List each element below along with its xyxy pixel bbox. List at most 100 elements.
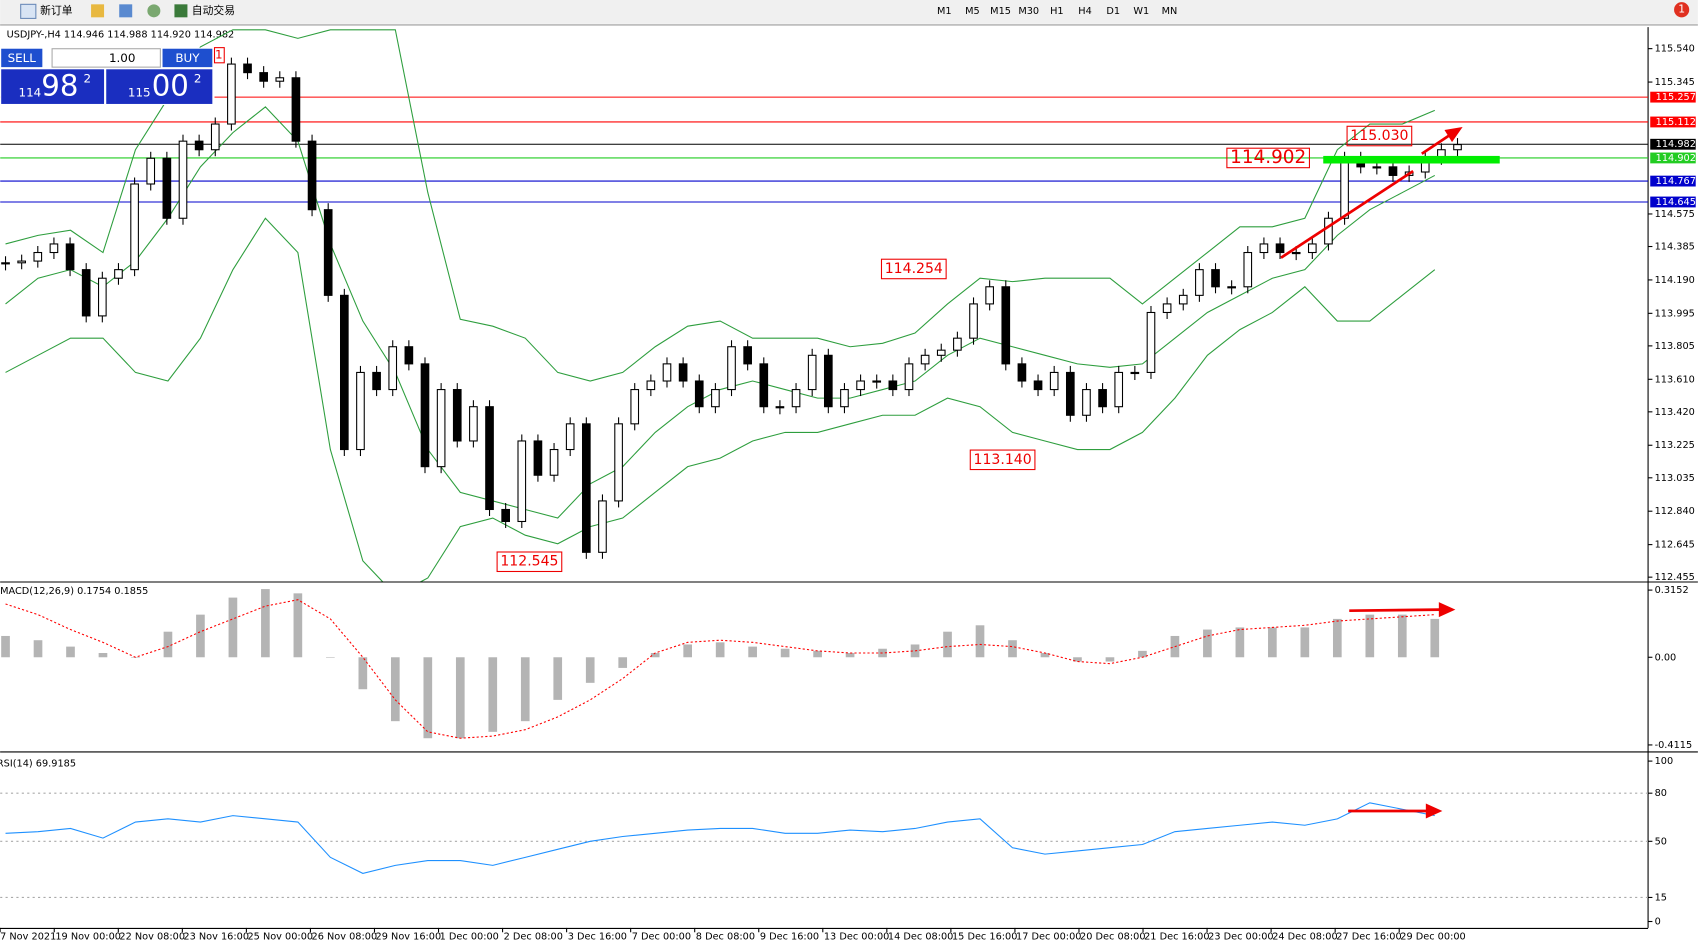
candle bbox=[1227, 286, 1236, 289]
macd-bar bbox=[1040, 652, 1050, 658]
notification[interactable]: 1 bbox=[1678, 3, 1685, 16]
timeframe[interactable]: H1 bbox=[1050, 6, 1064, 17]
trend-arrow bbox=[1421, 133, 1452, 155]
candle bbox=[888, 380, 898, 391]
toolbar-bg bbox=[0, 0, 1698, 24]
arrow-head bbox=[1444, 126, 1463, 143]
auto-trading[interactable]: 自动交易 bbox=[192, 3, 235, 17]
timeframe[interactable]: M5 bbox=[965, 6, 980, 17]
macd-bar bbox=[553, 657, 563, 700]
candle bbox=[1146, 311, 1156, 373]
candle bbox=[65, 243, 75, 271]
candle bbox=[469, 406, 478, 442]
rsi-line bbox=[5, 802, 1435, 874]
new-order-icon[interactable] bbox=[20, 3, 37, 19]
x-tick-label: 23 Dec 00:00 bbox=[1208, 932, 1273, 942]
timeframe[interactable]: MN bbox=[1162, 6, 1178, 17]
ask-main: 00 bbox=[152, 69, 189, 103]
lot[interactable]: 1.00 bbox=[109, 51, 136, 65]
candle bbox=[49, 243, 59, 254]
rsi-plot: RSI(14) 69.9185 bbox=[0, 758, 1649, 898]
level-badge bbox=[1650, 116, 1696, 128]
candle bbox=[1388, 166, 1398, 176]
auto-trading-icon[interactable] bbox=[174, 4, 188, 18]
macd-bar bbox=[520, 657, 530, 722]
sell[interactable]: SELL bbox=[8, 51, 37, 65]
candle bbox=[969, 303, 978, 339]
y-tick-label: 100 bbox=[1655, 756, 1674, 767]
timeframe[interactable]: M15 bbox=[990, 6, 1011, 17]
price-annotation: 113.140 bbox=[974, 452, 1032, 468]
macd-bar bbox=[1235, 627, 1245, 658]
y-tick-label: 113.420 bbox=[1655, 407, 1695, 418]
macd-bar bbox=[943, 631, 952, 658]
price-annotation: 114.902 bbox=[1230, 147, 1306, 168]
macd-bar bbox=[196, 614, 205, 658]
candle bbox=[1291, 251, 1301, 255]
candle bbox=[33, 251, 43, 262]
candle bbox=[1, 262, 10, 265]
level-badge bbox=[1650, 91, 1696, 103]
bid-big: 114 bbox=[19, 86, 42, 100]
x-tick-label: 9 Dec 16:00 bbox=[760, 932, 819, 942]
level-label: 115.257 bbox=[1656, 92, 1696, 103]
macd-bar bbox=[1105, 657, 1115, 662]
icon[interactable] bbox=[119, 4, 133, 18]
buy-button[interactable] bbox=[162, 48, 213, 68]
annotation-box bbox=[1226, 147, 1310, 169]
candle bbox=[791, 389, 801, 408]
candle bbox=[17, 260, 26, 264]
candle bbox=[501, 508, 510, 523]
highlight-bar bbox=[1323, 155, 1500, 164]
marker-box bbox=[213, 47, 225, 64]
timeframe[interactable]: W1 bbox=[1133, 6, 1149, 17]
macd-bar bbox=[1268, 627, 1277, 658]
y-tick-label: 113.225 bbox=[1655, 440, 1695, 451]
arrow-head bbox=[1425, 803, 1443, 819]
trade-panel: SELL 1.00 BUY 114 98 2 115 00 2 1 bbox=[0, 47, 225, 106]
x-tick-label: 3 Dec 16:00 bbox=[568, 932, 627, 942]
candle bbox=[1453, 144, 1462, 151]
candle bbox=[1130, 371, 1140, 375]
lot-input[interactable] bbox=[51, 48, 161, 68]
sell-button[interactable] bbox=[1, 48, 43, 68]
icon[interactable] bbox=[91, 4, 105, 18]
macd-bar bbox=[1203, 629, 1212, 658]
macd-bar bbox=[98, 652, 108, 658]
timeframe[interactable]: H4 bbox=[1078, 6, 1092, 17]
y-tick-label: 0.00 bbox=[1655, 652, 1677, 663]
candle bbox=[339, 294, 349, 451]
timeframe[interactable]: M1 bbox=[937, 6, 952, 17]
candle bbox=[146, 157, 156, 185]
macd-bar bbox=[423, 657, 433, 739]
candle bbox=[1098, 389, 1107, 408]
annotation-box bbox=[880, 258, 947, 280]
buy[interactable]: BUY bbox=[175, 51, 200, 65]
candle bbox=[81, 269, 91, 317]
y-tick-label: 113.035 bbox=[1655, 473, 1695, 484]
x-tick-label: 29 Dec 00:00 bbox=[1400, 932, 1465, 942]
candle bbox=[1324, 217, 1333, 245]
new-order[interactable]: 新订单 bbox=[40, 3, 73, 17]
y-tick-label: 114.190 bbox=[1655, 275, 1695, 286]
icon[interactable] bbox=[147, 4, 161, 18]
x-tick-label: 25 Nov 00:00 bbox=[247, 932, 313, 942]
x-tick-label: 1 Dec 00:00 bbox=[440, 932, 499, 942]
candle bbox=[533, 440, 543, 476]
y-tick-label: 50 bbox=[1655, 836, 1667, 847]
candle bbox=[920, 354, 930, 365]
notification-badge[interactable] bbox=[1674, 2, 1690, 18]
timeframe[interactable]: D1 bbox=[1106, 6, 1120, 17]
y-tick-label: 112.455 bbox=[1655, 572, 1695, 583]
candle bbox=[227, 63, 236, 125]
bid-box[interactable] bbox=[1, 69, 105, 104]
candle bbox=[404, 346, 414, 365]
bid-sup: 2 bbox=[83, 72, 91, 86]
macd-bar bbox=[975, 625, 985, 658]
x-tick-label: 20 Dec 08:00 bbox=[1080, 932, 1145, 942]
ask-box[interactable] bbox=[106, 69, 213, 104]
timeframe[interactable]: M30 bbox=[1018, 6, 1039, 17]
candle bbox=[1372, 166, 1382, 169]
level-label: 114.767 bbox=[1656, 176, 1696, 187]
candle bbox=[1259, 243, 1269, 254]
